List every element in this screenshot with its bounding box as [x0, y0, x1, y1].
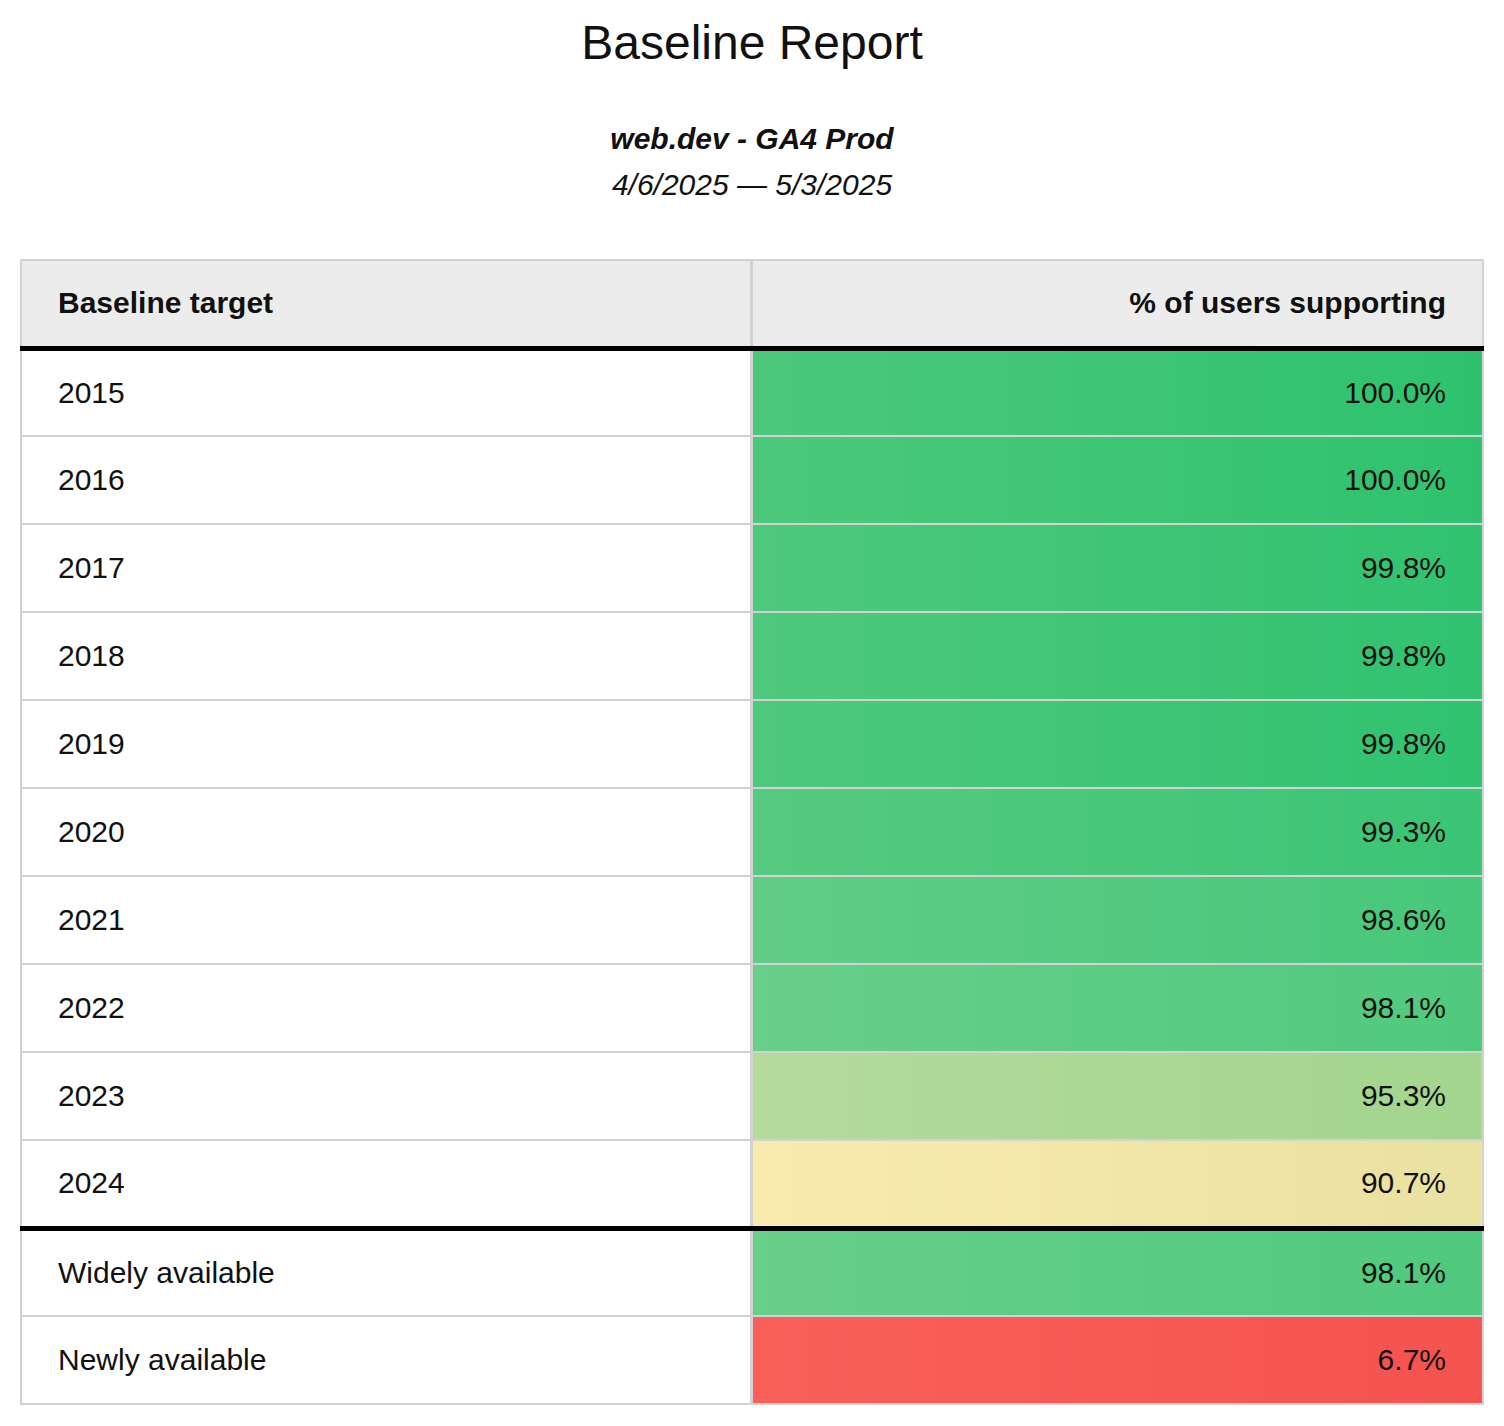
users-supporting-cell: 100.0%: [751, 436, 1483, 524]
baseline-target-cell: 2021: [21, 876, 751, 964]
table-header: Baseline target % of users supporting: [21, 260, 1483, 348]
table-row: 201999.8%: [21, 700, 1483, 788]
users-supporting-cell: 98.1%: [751, 1228, 1483, 1316]
table-row: Widely available98.1%: [21, 1228, 1483, 1316]
baseline-target-cell: 2016: [21, 436, 751, 524]
baseline-report-page: Baseline Report web.dev - GA4 Prod 4/6/2…: [0, 14, 1504, 1426]
users-supporting-cell: 99.3%: [751, 788, 1483, 876]
year-rows-group: 2015100.0%2016100.0%201799.8%201899.8%20…: [21, 348, 1483, 1228]
table-row: 202298.1%: [21, 964, 1483, 1052]
table-row: 202395.3%: [21, 1052, 1483, 1140]
column-header-users-supporting: % of users supporting: [751, 260, 1483, 348]
table-row: 201899.8%: [21, 612, 1483, 700]
users-supporting-cell: 98.6%: [751, 876, 1483, 964]
baseline-target-cell: Newly available: [21, 1316, 751, 1404]
baseline-target-cell: 2022: [21, 964, 751, 1052]
users-supporting-cell: 6.7%: [751, 1316, 1483, 1404]
baseline-report-table: Baseline target % of users supporting 20…: [20, 259, 1484, 1405]
users-supporting-cell: 95.3%: [751, 1052, 1483, 1140]
summary-rows-group: Widely available98.1%Newly available6.7%: [21, 1228, 1483, 1404]
table-row: 2015100.0%: [21, 348, 1483, 436]
table-header-row: Baseline target % of users supporting: [21, 260, 1483, 348]
baseline-target-cell: Widely available: [21, 1228, 751, 1316]
table-row: 201799.8%: [21, 524, 1483, 612]
report-property-name: web.dev - GA4 Prod: [0, 120, 1504, 158]
baseline-target-cell: 2019: [21, 700, 751, 788]
users-supporting-cell: 99.8%: [751, 700, 1483, 788]
baseline-target-cell: 2020: [21, 788, 751, 876]
page-title: Baseline Report: [0, 14, 1504, 72]
baseline-target-cell: 2023: [21, 1052, 751, 1140]
users-supporting-cell: 99.8%: [751, 524, 1483, 612]
users-supporting-cell: 100.0%: [751, 348, 1483, 436]
column-header-baseline-target: Baseline target: [21, 260, 751, 348]
users-supporting-cell: 98.1%: [751, 964, 1483, 1052]
baseline-target-cell: 2024: [21, 1140, 751, 1228]
users-supporting-cell: 99.8%: [751, 612, 1483, 700]
table-row: 202198.6%: [21, 876, 1483, 964]
table-row: Newly available6.7%: [21, 1316, 1483, 1404]
table-row: 202099.3%: [21, 788, 1483, 876]
table-row: 2016100.0%: [21, 436, 1483, 524]
baseline-target-cell: 2018: [21, 612, 751, 700]
baseline-target-cell: 2015: [21, 348, 751, 436]
baseline-target-cell: 2017: [21, 524, 751, 612]
users-supporting-cell: 90.7%: [751, 1140, 1483, 1228]
table-row: 202490.7%: [21, 1140, 1483, 1228]
report-date-range: 4/6/2025 — 5/3/2025: [0, 166, 1504, 204]
